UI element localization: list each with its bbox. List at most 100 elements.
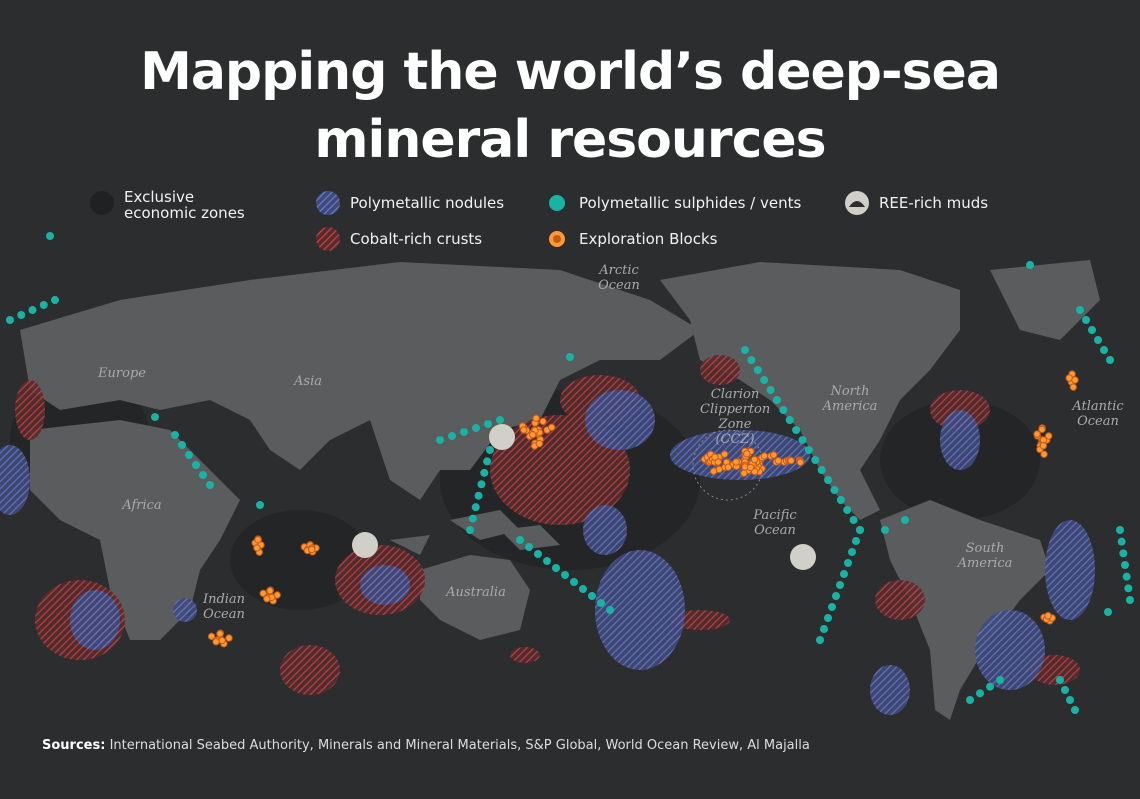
map-dot bbox=[828, 603, 836, 611]
map-dot bbox=[480, 468, 489, 477]
map-dot bbox=[254, 535, 262, 544]
ccz-outline bbox=[692, 429, 764, 501]
map-dot bbox=[308, 545, 316, 554]
map-label: Pacific Ocean bbox=[753, 508, 797, 538]
legend-label: Polymetallic sulphides / vents bbox=[579, 194, 802, 212]
map-label: Asia bbox=[294, 374, 322, 389]
map-label: Clarion Clipperton Zone (CCZ) bbox=[700, 387, 771, 447]
map-dot bbox=[976, 689, 984, 698]
map-dot bbox=[840, 570, 848, 578]
map-dot bbox=[1117, 537, 1126, 546]
map-dot bbox=[856, 526, 864, 534]
map-dot bbox=[1040, 450, 1048, 458]
map-dot bbox=[185, 451, 193, 459]
map-dot bbox=[1026, 261, 1034, 269]
continents bbox=[20, 260, 1100, 720]
map-dot bbox=[1076, 306, 1084, 314]
map-dot bbox=[566, 353, 574, 361]
map-dot bbox=[39, 301, 48, 309]
map-dot bbox=[750, 455, 759, 464]
map-dot bbox=[1066, 696, 1074, 704]
legend-icons bbox=[90, 191, 869, 251]
map-dot bbox=[760, 376, 769, 384]
map-label: Arctic Ocean bbox=[598, 263, 640, 293]
map-dot bbox=[849, 516, 858, 524]
map-dot bbox=[534, 550, 542, 558]
map-dot bbox=[747, 356, 756, 364]
map-dot bbox=[477, 480, 486, 489]
map-dot bbox=[779, 406, 788, 414]
map-dot bbox=[51, 296, 59, 304]
map-dot bbox=[1061, 686, 1069, 694]
map-dot bbox=[817, 466, 826, 474]
map-label: Europe bbox=[98, 366, 146, 381]
map-dot bbox=[199, 471, 207, 479]
map-dot bbox=[28, 306, 37, 314]
ree-muds bbox=[352, 424, 816, 570]
map-dot bbox=[588, 592, 596, 600]
map-dot bbox=[212, 638, 220, 646]
map-dot bbox=[743, 450, 751, 458]
map-dot bbox=[207, 632, 216, 641]
map-dot bbox=[709, 467, 718, 475]
map-dot bbox=[17, 311, 26, 319]
map-dot bbox=[772, 396, 781, 404]
map-dot bbox=[535, 439, 544, 448]
map-dot bbox=[787, 456, 795, 465]
map-dot bbox=[561, 571, 569, 579]
vents bbox=[6, 232, 1134, 714]
map-dot bbox=[714, 458, 722, 466]
map-dot bbox=[843, 506, 852, 514]
map-dot bbox=[543, 557, 551, 565]
legend-label: Cobalt-rich crusts bbox=[350, 230, 483, 248]
map-dot bbox=[1088, 326, 1096, 334]
map-dot bbox=[881, 526, 889, 534]
map-dot bbox=[192, 461, 200, 469]
map-dot bbox=[836, 581, 844, 589]
map-dot bbox=[785, 416, 794, 424]
map-dot bbox=[579, 585, 587, 593]
map-dot bbox=[804, 446, 813, 454]
sources: Sources: International Seabed Authority,… bbox=[42, 738, 810, 753]
map-label: Africa bbox=[122, 498, 162, 513]
map-label: Australia bbox=[446, 585, 506, 600]
map-dot bbox=[263, 595, 271, 603]
map-dot bbox=[1104, 608, 1112, 616]
map-label: South America bbox=[957, 541, 1013, 571]
map-dot bbox=[466, 526, 474, 534]
map-dot bbox=[986, 682, 994, 691]
map-dot bbox=[798, 436, 807, 444]
map-dot bbox=[901, 516, 909, 524]
map-dot bbox=[740, 469, 748, 477]
map-dot bbox=[225, 634, 233, 642]
map-dot bbox=[1071, 376, 1079, 384]
map-dot bbox=[547, 423, 556, 431]
map-dot bbox=[448, 432, 456, 440]
map-dot bbox=[570, 578, 578, 586]
map-label: Atlantic Ocean bbox=[1072, 399, 1124, 429]
map-dot bbox=[720, 450, 729, 458]
map-dot bbox=[830, 486, 839, 494]
map-dot bbox=[796, 458, 805, 467]
map-dot bbox=[178, 441, 186, 449]
map-dot bbox=[266, 587, 274, 595]
map-dot bbox=[597, 599, 605, 607]
map-dot bbox=[6, 316, 14, 324]
map-dot bbox=[1119, 549, 1128, 558]
map-dot bbox=[539, 417, 547, 426]
map-dot bbox=[824, 476, 833, 484]
map-dot bbox=[474, 491, 483, 500]
map-dot bbox=[253, 544, 261, 552]
map-dot bbox=[486, 446, 494, 454]
map-dot bbox=[436, 436, 444, 444]
map-dot bbox=[816, 636, 824, 644]
map-dot bbox=[1100, 346, 1108, 354]
map-dot bbox=[206, 481, 214, 489]
map-dot bbox=[811, 456, 820, 464]
map-label: North America bbox=[822, 384, 878, 414]
legend-label: Exploration Blocks bbox=[579, 230, 718, 248]
map-dot bbox=[792, 426, 801, 434]
map-dot bbox=[724, 463, 732, 471]
